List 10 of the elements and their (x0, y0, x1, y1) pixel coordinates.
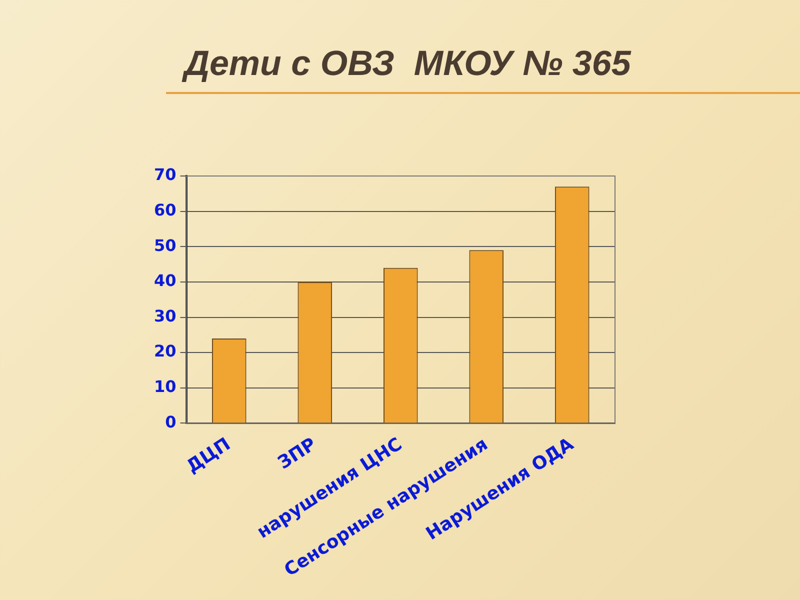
y-tick-label: 60 (154, 200, 176, 220)
y-tick-label: 20 (154, 342, 176, 361)
y-tick-label: 40 (154, 271, 176, 290)
y-tick-label: 0 (165, 412, 176, 432)
chart-title: Дети с ОВЗ МКОУ № 365 (180, 44, 632, 84)
y-tick-label: 10 (154, 377, 176, 396)
x-tick-label: ЗПР (274, 434, 320, 474)
y-tick-label: 50 (154, 236, 176, 255)
y-tick-label: 30 (154, 306, 176, 326)
y-tick-label: 70 (154, 165, 176, 184)
